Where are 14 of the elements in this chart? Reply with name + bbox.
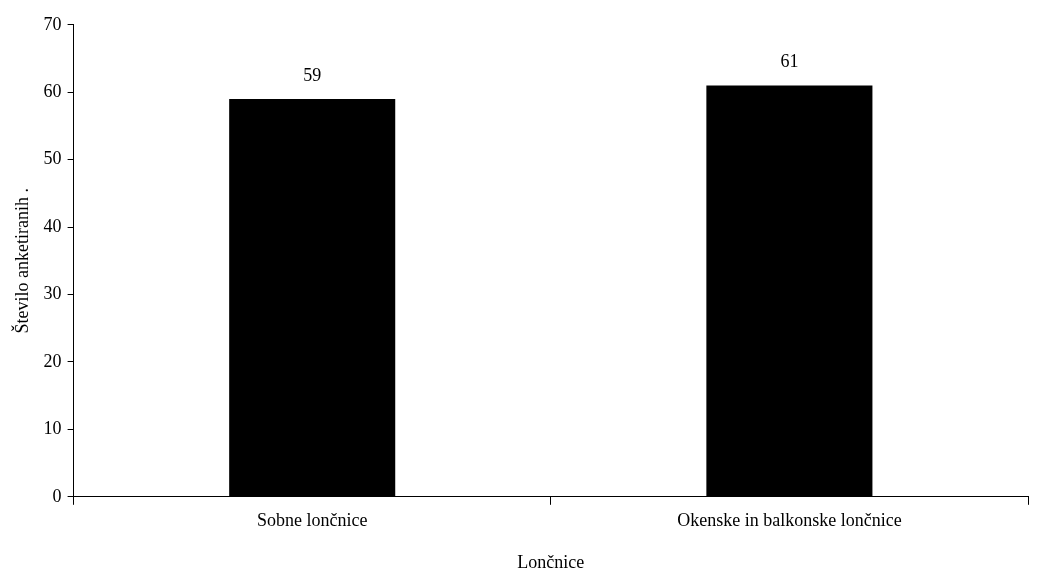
- y-tick-label: 50: [43, 148, 62, 169]
- data-label: 59: [303, 64, 322, 85]
- x-tick-label: Okenske in balkonske lončnice: [677, 510, 902, 531]
- data-label: 61: [780, 51, 799, 72]
- y-tick-label: 10: [43, 418, 62, 439]
- y-tick-label: 70: [43, 13, 62, 34]
- x-axis-title: Lončnice: [517, 551, 585, 572]
- y-tick-label: 0: [52, 485, 62, 506]
- y-tick-label: 60: [43, 80, 62, 101]
- y-tick-label: 30: [43, 283, 62, 304]
- y-tick-label: 40: [43, 215, 62, 236]
- x-tick-label: Sobne lončnice: [256, 510, 368, 531]
- y-tick-label: 20: [43, 350, 62, 371]
- y-axis-title: Število anketiranih .: [10, 188, 32, 334]
